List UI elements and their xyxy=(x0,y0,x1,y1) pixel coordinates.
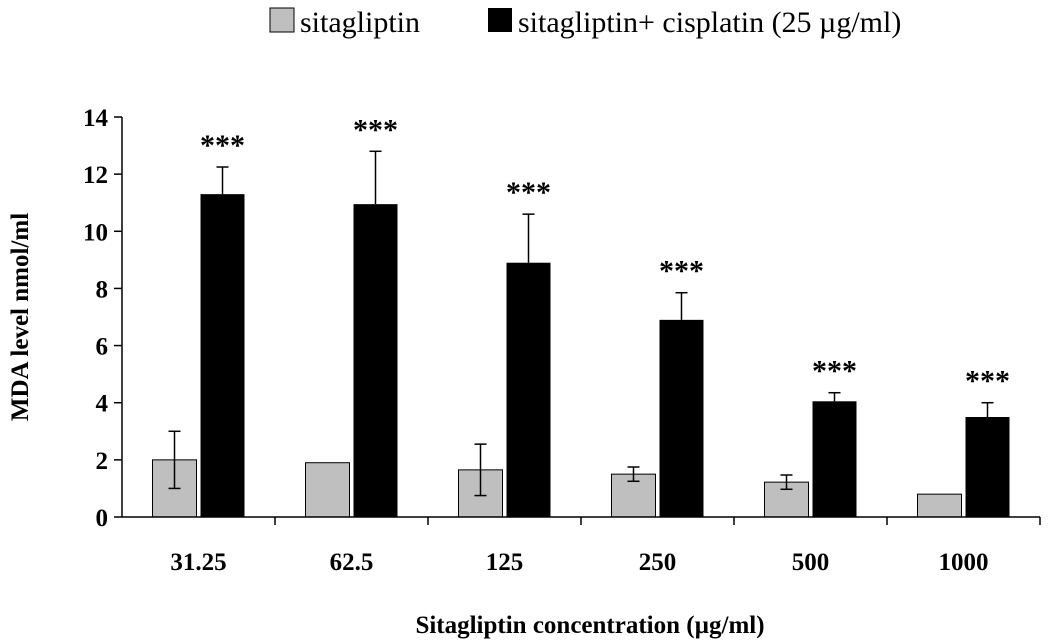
legend-label-sitagliptin: sitagliptin xyxy=(300,6,420,39)
legend-label-sitagliptin-cisplatin: sitagliptin+ cisplatin (25 µg/ml) xyxy=(518,6,901,39)
significance-annotation: *** xyxy=(353,113,398,146)
significance-annotation: *** xyxy=(812,355,857,388)
x-tick-label: 500 xyxy=(792,549,830,576)
x-axis-title: Sitagliptin concentration (µg/ml) xyxy=(415,612,764,639)
x-axis: 31.25 62.5 125 250 500 1000 xyxy=(122,516,1041,576)
y-tick-label: 0 xyxy=(96,505,109,532)
y-tick-label: 12 xyxy=(83,162,108,189)
bar-sitagliptin-cisplatin xyxy=(506,262,551,517)
y-axis: 0 2 4 6 8 10 12 14 xyxy=(83,105,123,532)
legend-swatch-sitagliptin xyxy=(269,7,295,33)
plot-area: *** *** *** *** *** *** xyxy=(152,113,1010,518)
bar-sitagliptin xyxy=(917,493,962,518)
bar-sitagliptin-cisplatin xyxy=(659,319,704,517)
y-tick-label: 14 xyxy=(83,105,109,132)
x-tick-label: 62.5 xyxy=(330,549,374,576)
y-tick-label: 2 xyxy=(96,448,109,475)
y-tick-label: 10 xyxy=(83,219,108,246)
x-tick-label: 1000 xyxy=(939,549,989,576)
y-tick-label: 8 xyxy=(96,276,109,303)
significance-annotation: *** xyxy=(200,129,245,162)
legend-swatch-sitagliptin-cisplatin xyxy=(488,8,512,32)
bar-sitagliptin-cisplatin xyxy=(965,417,1010,517)
y-tick-label: 4 xyxy=(96,391,109,418)
bar-sitagliptin-cisplatin xyxy=(353,204,398,517)
bar-sitagliptin xyxy=(305,462,350,518)
significance-annotation: *** xyxy=(659,255,704,288)
y-axis-title: MDA level nmol/ml xyxy=(7,213,34,421)
x-tick-label: 125 xyxy=(486,549,524,576)
y-tick-label: 6 xyxy=(96,334,109,361)
x-tick-label: 250 xyxy=(639,549,677,576)
bar-sitagliptin-cisplatin xyxy=(812,401,857,517)
bar-sitagliptin-cisplatin xyxy=(200,194,245,517)
x-tick-label: 31.25 xyxy=(170,549,226,576)
significance-annotation: *** xyxy=(965,365,1010,398)
legend: sitagliptin sitagliptin+ cisplatin (25 µ… xyxy=(269,6,901,39)
significance-annotation: *** xyxy=(506,176,551,209)
